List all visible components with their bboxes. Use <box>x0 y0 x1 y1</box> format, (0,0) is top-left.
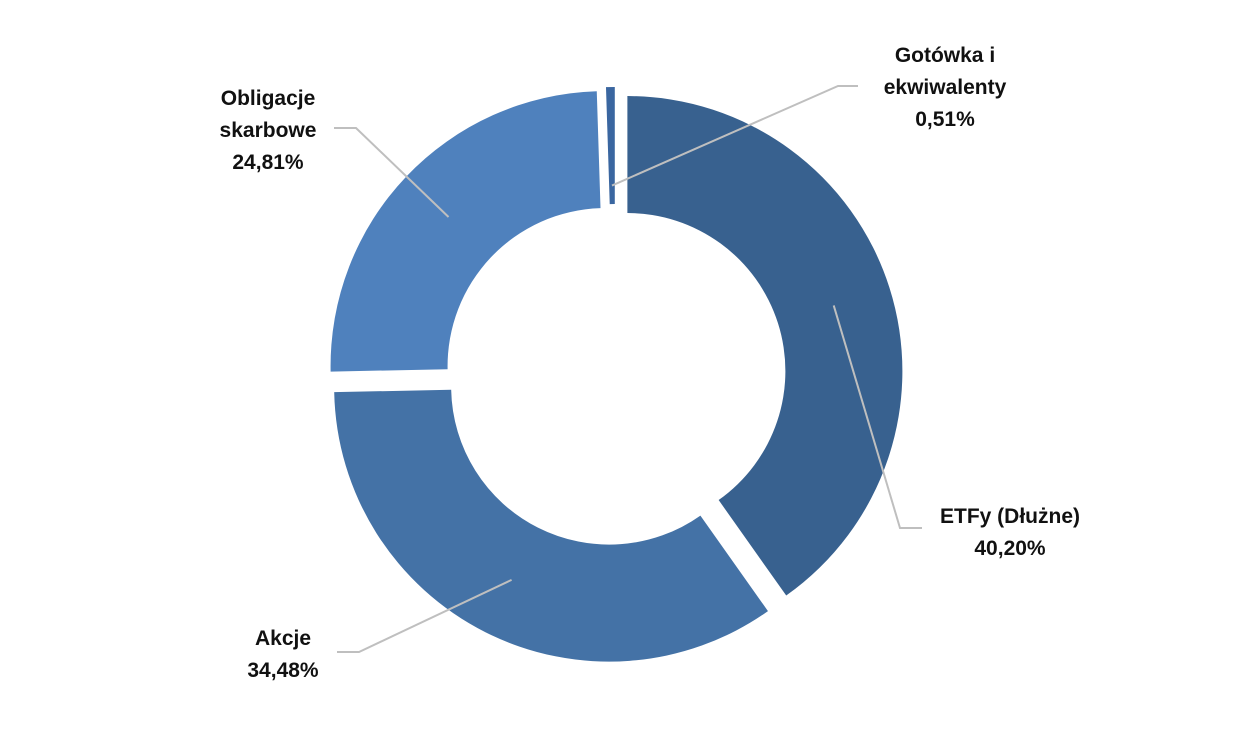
data-label-etfy-dluzne: ETFy (Dłużne) 40,20% <box>940 505 1080 560</box>
data-label-value: 40,20% <box>974 537 1046 560</box>
leader-line-gotowka-i-ekwiwalenty <box>611 85 858 187</box>
data-label-category: ekwiwalenty <box>884 76 1007 99</box>
data-label-value: 24,81% <box>232 151 304 174</box>
data-label-obligacje-skarbowe: Obligacje skarbowe 24,81% <box>220 87 317 174</box>
data-label-category: Akcje <box>255 627 311 650</box>
slice-akcje <box>334 389 768 662</box>
slice-etfy-dluzne <box>627 96 903 596</box>
data-label-category: Gotówka i <box>895 44 995 67</box>
chart-leader-lines <box>334 85 922 653</box>
chart-slices <box>330 87 903 662</box>
data-label-value: 0,51% <box>915 108 975 131</box>
leader-line-etfy-dluzne <box>832 305 922 529</box>
data-label-value: 34,48% <box>247 659 319 682</box>
leader-line-akcje <box>337 578 513 653</box>
data-label-akcje: Akcje 34,48% <box>247 627 319 682</box>
data-label-category: Obligacje <box>221 87 316 110</box>
leader-line-obligacje-skarbowe <box>334 127 450 218</box>
data-label-category: ETFy (Dłużne) <box>940 505 1080 528</box>
slice-obligacje-skarbowe <box>330 91 601 372</box>
chart-data-labels: ETFy (Dłużne) 40,20% Akcje 34,48% Obligacje s… <box>220 44 1080 682</box>
data-label-gotowka-i-ekwiwalenty: Gotówka i ekwiwalenty 0,51% <box>884 44 1007 131</box>
slice-gotowka-i-ekwiwalenty <box>605 87 615 205</box>
data-label-category: skarbowe <box>220 119 317 142</box>
